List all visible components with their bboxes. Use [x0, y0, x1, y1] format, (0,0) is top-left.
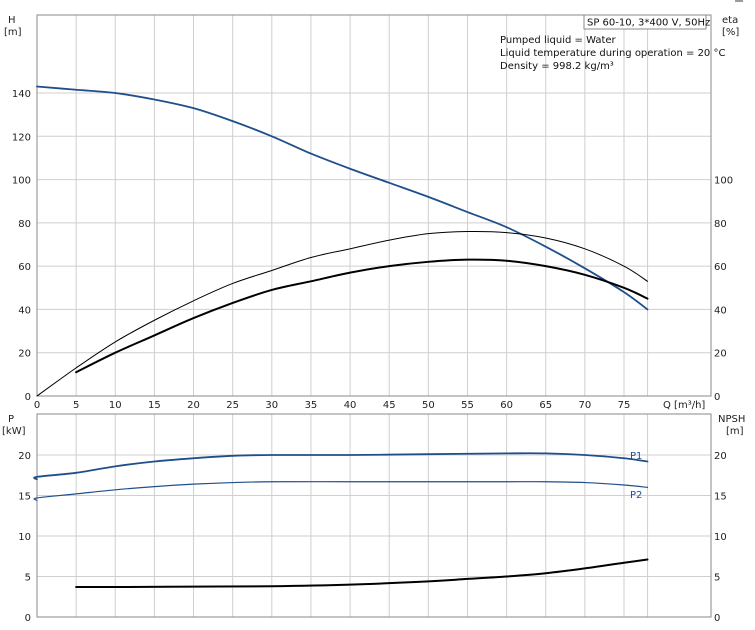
power-tick-label: 5 [25, 573, 31, 584]
head-tick-label: 0 [25, 392, 31, 403]
info-line-liquid: Pumped liquid = Water [500, 35, 617, 46]
npsh-tick-labels: 0 5 10 15 20 [714, 451, 727, 624]
series-line-P1 [33, 452, 649, 481]
head-tick-label: 20 [18, 349, 31, 360]
eta-tick-label: 100 [714, 176, 733, 187]
eta-tick-label: 0 [714, 392, 720, 403]
flow-tick-label: 50 [422, 400, 435, 411]
series-line-eta-thick [75, 258, 649, 374]
power-tick-label: 0 [25, 613, 31, 624]
power-tick-labels: 0 5 10 15 20 [18, 451, 31, 624]
flow-tick-label: 45 [383, 400, 396, 411]
eta-tick-label: 80 [714, 219, 727, 230]
series-label-p2: P2 [630, 490, 642, 501]
flow-tick-label: 10 [109, 400, 122, 411]
npsh-axis-unit: [m] [726, 426, 744, 437]
head-tick-label: 140 [12, 89, 31, 100]
flow-tick-label: 65 [539, 400, 552, 411]
flow-tick-label: 25 [226, 400, 239, 411]
series-line-head [36, 85, 649, 311]
eta-tick-label: 20 [714, 349, 727, 360]
info-line-temperature: Liquid temperature during operation = 20… [500, 48, 725, 59]
npsh-tick-label: 5 [714, 573, 720, 584]
flow-tick-label: 40 [344, 400, 357, 411]
power-tick-label: 10 [18, 532, 31, 543]
head-tick-label: 80 [18, 219, 31, 230]
eta-tick-label: 60 [714, 262, 727, 273]
flow-tick-label: 5 [73, 400, 79, 411]
power-axis-unit: [kW] [2, 426, 26, 437]
corner-mark [735, 0, 743, 2]
top-panel-frame [36, 14, 712, 397]
series-line-eta-thin [36, 230, 648, 397]
power-tick-label: 20 [18, 451, 31, 462]
eta-axis-label: eta [722, 15, 738, 26]
head-axis-unit: [m] [4, 27, 22, 38]
power-axis-label: P [8, 414, 14, 425]
head-tick-label: 60 [18, 262, 31, 273]
pump-title: SP 60-10, 3*400 V, 50Hz [587, 18, 710, 29]
flow-tick-label: 55 [461, 400, 474, 411]
series-label-p1: P1 [630, 451, 642, 462]
flow-tick-label: 60 [500, 400, 513, 411]
series-line-npsh [75, 558, 649, 589]
npsh-axis-label: NPSH [718, 414, 745, 425]
npsh-tick-label: 20 [714, 451, 727, 462]
npsh-tick-label: 10 [714, 532, 727, 543]
npsh-tick-label: 0 [714, 613, 720, 624]
top-panel-series [36, 85, 649, 397]
power-tick-label: 15 [18, 492, 31, 503]
flow-tick-label: 70 [578, 400, 591, 411]
series-line-P2 [33, 481, 649, 501]
top-panel-grid [37, 15, 711, 396]
head-axis-label: H [8, 15, 16, 26]
eta-axis-unit: [%] [722, 27, 739, 38]
head-tick-label: 100 [12, 176, 31, 187]
flow-tick-label: 75 [618, 400, 631, 411]
flow-axis-label: Q [m³/h] [663, 400, 705, 411]
head-tick-labels: 0 20 40 60 80 100 120 140 [12, 89, 31, 403]
flow-tick-label: 20 [187, 400, 200, 411]
head-tick-label: 40 [18, 305, 31, 316]
info-line-density: Density = 998.2 kg/m³ [500, 61, 614, 72]
flow-tick-label: 0 [34, 400, 40, 411]
head-tick-label: 120 [12, 132, 31, 143]
eta-tick-label: 40 [714, 305, 727, 316]
bottom-panel-series [33, 452, 649, 589]
bottom-panel-grid [37, 414, 711, 617]
flow-tick-labels: 0 5 10 15 20 25 30 35 40 45 50 55 60 65 70 75 [34, 400, 631, 411]
bottom-panel-frame [36, 413, 712, 618]
title-box [583, 14, 707, 30]
eta-tick-labels: 0 20 40 60 80 100 [714, 176, 733, 403]
npsh-tick-label: 15 [714, 492, 727, 503]
flow-tick-label: 15 [148, 400, 161, 411]
flow-tick-label: 35 [305, 400, 318, 411]
flow-tick-label: 30 [265, 400, 278, 411]
